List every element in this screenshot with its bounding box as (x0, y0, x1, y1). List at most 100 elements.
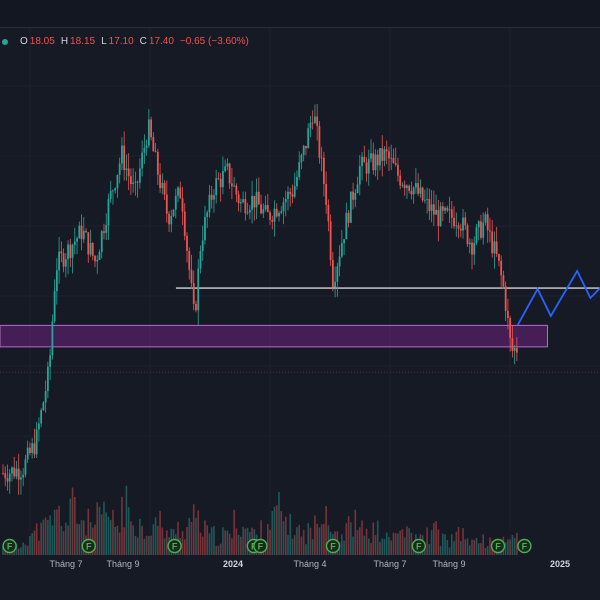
candle-body (390, 157, 393, 159)
volume-bar (354, 509, 357, 555)
volume-bar (471, 539, 473, 555)
candle-body (453, 217, 455, 227)
volume-bar (35, 523, 38, 555)
change-value: −0.65 (−3.60%) (179, 36, 249, 47)
event-marker-badge (167, 538, 182, 554)
candle-body (278, 212, 280, 217)
candle-body (192, 283, 195, 304)
volume-bar (376, 520, 379, 555)
candle-body (489, 230, 491, 232)
candle-body (372, 153, 375, 171)
volume-bar (266, 524, 269, 555)
candle-body (331, 260, 334, 288)
candle-body (71, 245, 74, 258)
candle-body (224, 166, 227, 172)
volume-bar (233, 509, 235, 555)
event-marker-badge (325, 538, 341, 554)
candle-body (130, 176, 132, 185)
volume-bar (213, 526, 215, 555)
volume-bar (109, 520, 112, 555)
candle-body (69, 244, 72, 258)
volume-bar (424, 545, 426, 555)
candle-body (284, 198, 287, 203)
volume-bar (293, 535, 296, 555)
volume-bar (183, 539, 186, 555)
candle-body (491, 231, 494, 254)
candle-body (138, 168, 141, 183)
volume-bar (287, 534, 289, 555)
horizontal-line (0, 287, 600, 373)
candle-body (293, 186, 296, 197)
volume-bar (76, 523, 78, 555)
volume-bar (33, 530, 36, 555)
event-marker-badge (490, 538, 506, 554)
event-marker: F (167, 538, 182, 554)
x-axis-label: Tháng 4 (293, 559, 326, 569)
volume-bar (300, 536, 303, 555)
candle-body (206, 212, 209, 217)
volume-bar (459, 541, 462, 555)
x-axis-label: Tháng 9 (432, 559, 465, 569)
volume-bar (374, 535, 377, 555)
event-marker-badge (517, 538, 532, 554)
candle-body (462, 217, 464, 231)
volume-bar (121, 496, 123, 555)
candle-body (2, 473, 4, 474)
candle-body (475, 227, 478, 243)
candle-body (217, 178, 220, 180)
candle-body (38, 423, 40, 430)
candle-body (271, 219, 274, 222)
volume-bar (468, 545, 471, 555)
candle-body (159, 174, 161, 189)
volume-bar (314, 515, 316, 555)
candle-body (302, 145, 305, 155)
candle-body (118, 163, 121, 175)
event-marker: F (2, 538, 17, 554)
candle-body (414, 183, 417, 188)
x-axis-label: Tháng 9 (106, 559, 139, 569)
volume-bar (100, 514, 103, 555)
volume-bar (134, 535, 137, 555)
candle-body (143, 148, 146, 153)
volume-bar (394, 532, 397, 555)
event-marker-label: F (495, 542, 501, 552)
volume-bar (437, 529, 440, 555)
low-label: L (101, 36, 107, 47)
candle-body (44, 391, 47, 403)
candle-body (455, 225, 458, 227)
candle-body (365, 162, 368, 174)
candle-body (430, 204, 433, 211)
volume-bar (51, 525, 54, 555)
volume-bar (201, 536, 204, 555)
volume-bar (305, 544, 307, 555)
volume-bars (2, 485, 518, 555)
candle-body (76, 238, 78, 242)
volume-bar (509, 539, 511, 555)
volume-bar (397, 533, 399, 555)
candle-body (448, 209, 451, 211)
candle-body (428, 198, 431, 211)
candle-body (376, 154, 379, 166)
volume-bar (15, 543, 18, 555)
volume-bar (399, 530, 401, 555)
candle-body (29, 447, 31, 453)
volume-bar (228, 533, 231, 555)
x-axis-label: 2025 (550, 559, 570, 569)
volume-bar (291, 538, 294, 555)
volume-bar (462, 528, 464, 555)
volume-bar (273, 506, 276, 555)
candle-body (305, 145, 307, 149)
candle-body (266, 205, 269, 213)
volume-bar (47, 519, 49, 555)
candle-body (280, 211, 283, 213)
event-marker-label: F (172, 542, 178, 552)
volume-bar (350, 522, 352, 555)
volume-bar (116, 525, 119, 555)
volume-bar (163, 538, 166, 555)
volume-bar (284, 516, 287, 555)
volume-bar (154, 517, 157, 555)
support-zone (0, 324, 548, 348)
candle-body (457, 225, 460, 229)
volume-bar (60, 525, 63, 555)
